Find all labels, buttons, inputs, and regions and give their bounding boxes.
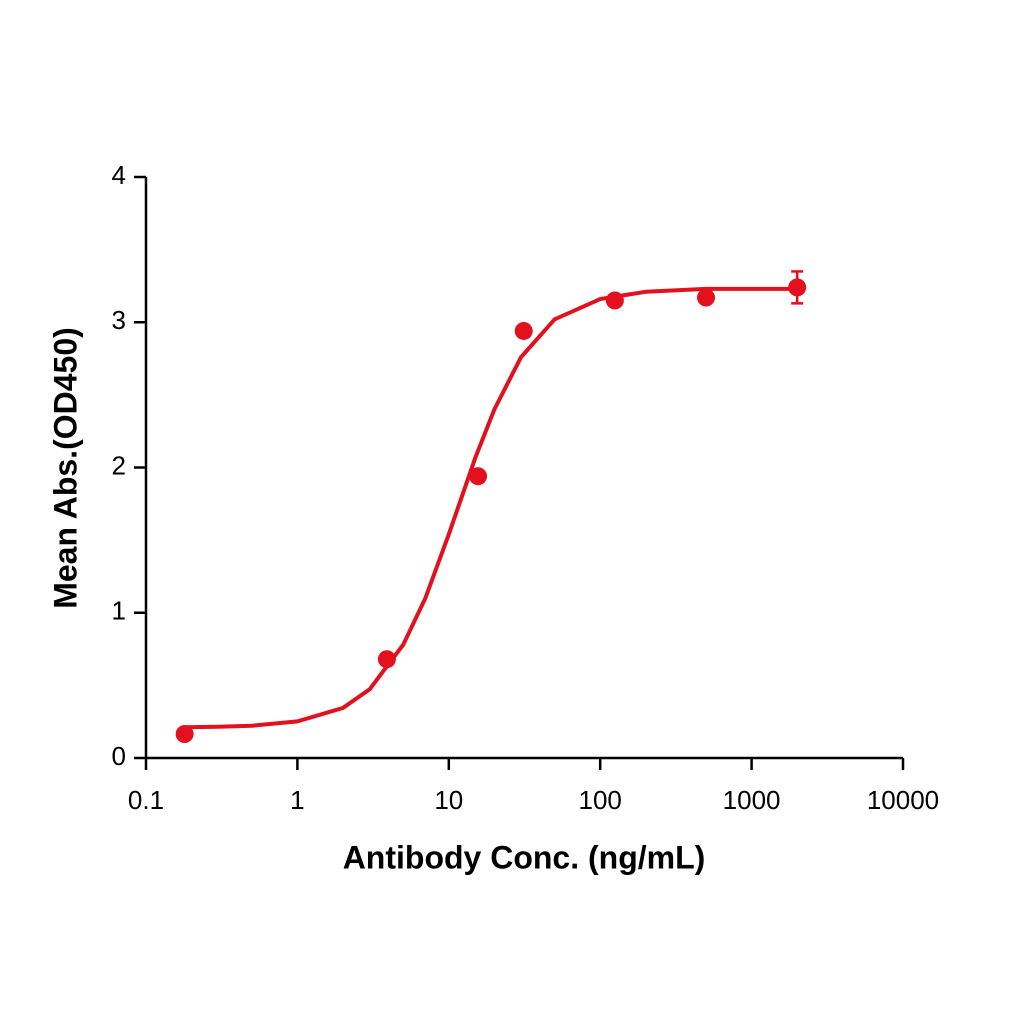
y-tick-label: 4 (112, 160, 126, 190)
x-tick-label: 0.1 (128, 785, 164, 815)
y-tick-label: 0 (112, 741, 126, 771)
data-point (514, 321, 533, 340)
x-tick-label: 1000 (723, 785, 781, 815)
data-point (788, 278, 807, 297)
x-tick-label: 10000 (867, 785, 939, 815)
y-axis-label: Mean Abs.(OD450) (47, 327, 83, 609)
data-point (605, 291, 624, 310)
x-tick-label: 10 (434, 785, 463, 815)
y-tick-label: 3 (112, 305, 126, 335)
y-tick-label: 2 (112, 450, 126, 480)
data-point (469, 467, 488, 486)
data-point (175, 725, 194, 744)
data-point (377, 650, 396, 669)
y-tick-label: 1 (112, 596, 126, 626)
data-point (697, 288, 716, 307)
x-tick-label: 100 (579, 785, 622, 815)
x-axis-label: Antibody Conc. (ng/mL) (343, 839, 706, 875)
x-tick-label: 1 (290, 785, 304, 815)
fit-curve (184, 286, 798, 730)
